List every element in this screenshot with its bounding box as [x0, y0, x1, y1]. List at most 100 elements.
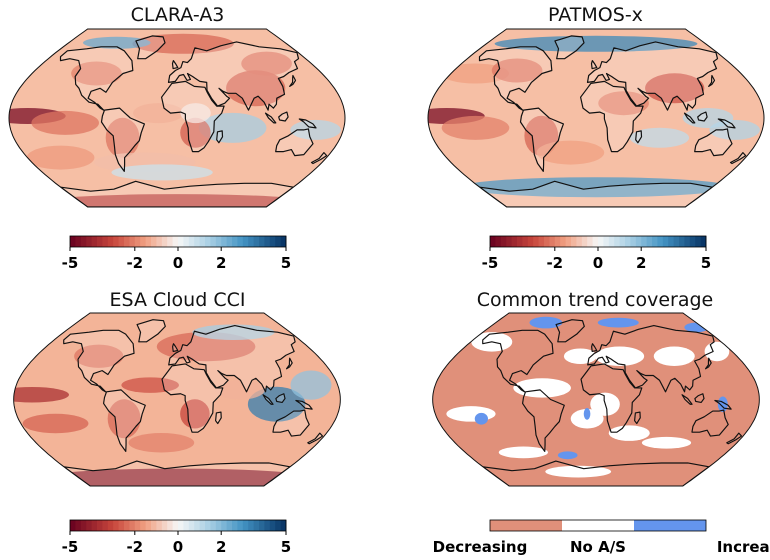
trend-blob [71, 61, 122, 86]
no-change-region [594, 346, 645, 366]
coastline-borneo [694, 393, 705, 403]
coastlines [482, 319, 743, 487]
colorbar-step [673, 236, 680, 247]
coastline-antarctica [479, 180, 713, 207]
colorbar-step [194, 520, 200, 531]
colorbar-step [124, 236, 130, 247]
no-change-region [641, 436, 692, 449]
colorbar-step [75, 520, 82, 531]
colorbar-step [522, 236, 529, 247]
colorbar-step [280, 520, 287, 531]
colorbar-step [172, 520, 179, 531]
increasing-region [583, 408, 591, 420]
colorbar-tick-label: -5 [482, 254, 499, 272]
colorbar-step [215, 520, 222, 531]
coastline-new-zealand [310, 152, 328, 165]
globe-outline [8, 28, 346, 208]
coastline-madagascar [635, 130, 643, 144]
colorbar-step [565, 236, 572, 247]
colorbar-step [581, 236, 588, 247]
colorbar-step [156, 236, 163, 247]
coastline-south-america [519, 107, 564, 172]
colorbar-step [232, 236, 238, 247]
colorbar-tick-label: -5 [62, 254, 79, 272]
colorbar-step [124, 520, 130, 531]
colorbar-step [280, 236, 287, 247]
increasing-region [474, 412, 488, 425]
colorbar-step [248, 236, 254, 247]
colorbar-step [205, 236, 211, 247]
coastline-japan [285, 357, 293, 370]
colorbar-step [242, 520, 249, 531]
colorbar-step [118, 520, 125, 531]
coastline-uk [590, 60, 598, 70]
coastline-new-zealand [307, 432, 324, 445]
increasing-region [529, 316, 563, 329]
colorbar-step [113, 520, 119, 531]
colorbar-tick-label: 0 [593, 254, 603, 272]
trend-blob [290, 119, 341, 140]
colorbar-step [554, 236, 561, 247]
coastline-sumatra [262, 394, 274, 405]
colorbar-step [97, 520, 103, 531]
colorbar-step [571, 236, 577, 247]
colorbar-step [560, 236, 566, 247]
coastline-new-zealand [726, 432, 743, 445]
trend-blob [215, 380, 265, 400]
coastline-south-america [103, 389, 146, 452]
map-patmos-x [427, 28, 765, 208]
coastlines [59, 35, 328, 207]
colorbar-step [662, 236, 669, 247]
colorbar-step [183, 520, 190, 531]
coastline-borneo [697, 111, 708, 122]
colorbar-tick-label: -5 [62, 538, 79, 556]
coastline-antarctica [60, 180, 294, 207]
colorbar-step [533, 236, 539, 247]
trend-blob [441, 63, 509, 84]
colorbar-step [625, 236, 631, 247]
coastline-north-america [482, 329, 554, 393]
trend-blob [494, 35, 698, 52]
colorbar-step [129, 520, 136, 531]
coastline-antarctica [63, 460, 291, 487]
colorbar-step [167, 236, 173, 247]
trend-blob [198, 112, 267, 143]
colorbar-step [614, 236, 620, 247]
increasing-region [684, 322, 710, 333]
colorbar-step [156, 520, 163, 531]
colorbar-step [172, 236, 179, 247]
colorbar-patmos-x: -5 -2 0 2 5 [482, 235, 711, 272]
coastline-south-america [100, 107, 145, 172]
colorbar-step [237, 520, 244, 531]
no-change-region [653, 346, 695, 366]
colorbar-step [646, 236, 653, 247]
coastline-greenland [135, 35, 166, 60]
colorbar-step [161, 236, 168, 247]
colorbar-step [118, 236, 125, 247]
colorbar-step [576, 236, 583, 247]
coastline-australia [275, 128, 314, 157]
colorbar-step [210, 520, 217, 531]
coastline-australia [691, 409, 729, 437]
legend-label: No A/S [570, 538, 626, 556]
colorbar-step [259, 236, 265, 247]
colorbar-step [140, 520, 146, 531]
coastline-new-guinea [298, 118, 317, 129]
colorbar-step [511, 236, 518, 247]
colorbar-step [226, 520, 233, 531]
colorbar-step [199, 520, 206, 531]
colorbar-step [91, 520, 98, 531]
colorbar-step [506, 236, 512, 247]
panel-title-patmos-x: PATMOS-x [548, 4, 643, 26]
coastline-north-america [478, 46, 553, 111]
colorbar-step [178, 520, 184, 531]
coastline-japan [289, 74, 297, 87]
trend-blob [645, 73, 705, 104]
coastline-greenland [554, 35, 585, 60]
colorbar-step [134, 520, 141, 531]
colorbar-step [215, 236, 222, 247]
colorbar-step [151, 520, 157, 531]
colorbar-step [140, 236, 146, 247]
colorbar-step [544, 236, 550, 247]
panel-title-clara-a3: CLARA-A3 [130, 4, 225, 26]
